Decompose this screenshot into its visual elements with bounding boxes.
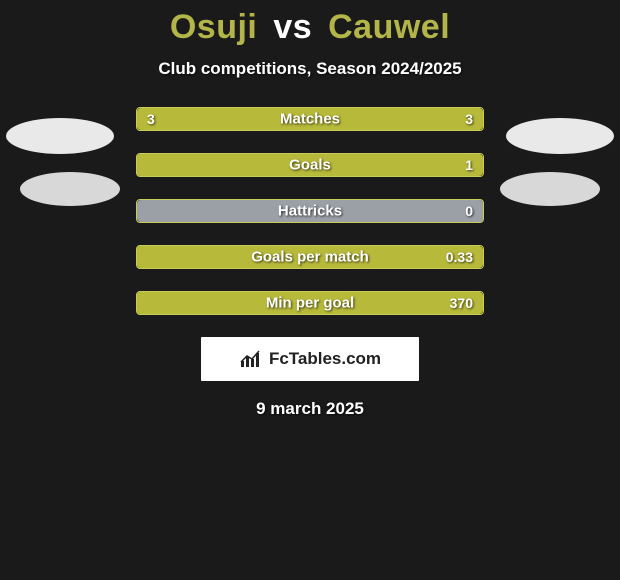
- stat-label: Goals: [289, 157, 331, 174]
- stat-label: Goals per match: [251, 249, 369, 266]
- brand-badge: FcTables.com: [201, 337, 419, 381]
- stat-value-right: 3: [465, 111, 473, 127]
- page-title: Osuji vs Cauwel: [0, 0, 620, 47]
- stat-label: Hattricks: [278, 203, 342, 220]
- decor-ellipse-top-left: [6, 118, 114, 154]
- player2-name: Cauwel: [328, 8, 450, 46]
- stat-row: 3 Matches 3: [136, 107, 484, 131]
- brand-text: FcTables.com: [269, 349, 381, 369]
- subtitle: Club competitions, Season 2024/2025: [0, 59, 620, 79]
- decor-ellipse-mid-right: [500, 172, 600, 206]
- stat-value-right: 0: [465, 203, 473, 219]
- stat-value-left: 3: [147, 111, 155, 127]
- stat-row: Goals 1: [136, 153, 484, 177]
- stat-label: Min per goal: [266, 295, 354, 312]
- stats-container: 3 Matches 3 Goals 1 Hattricks 0 Goals per match…: [136, 107, 484, 315]
- decor-ellipse-mid-left: [20, 172, 120, 206]
- stat-row: Hattricks 0: [136, 199, 484, 223]
- brand-chart-icon: [239, 349, 263, 369]
- stat-row: Min per goal 370: [136, 291, 484, 315]
- stat-value-right: 370: [450, 295, 473, 311]
- stat-value-right: 0.33: [446, 249, 473, 265]
- stat-value-right: 1: [465, 157, 473, 173]
- date-label: 9 march 2025: [0, 399, 620, 419]
- vs-label: vs: [273, 8, 312, 46]
- player1-name: Osuji: [170, 8, 258, 46]
- decor-ellipse-top-right: [506, 118, 614, 154]
- stat-row: Goals per match 0.33: [136, 245, 484, 269]
- stat-label: Matches: [280, 111, 340, 128]
